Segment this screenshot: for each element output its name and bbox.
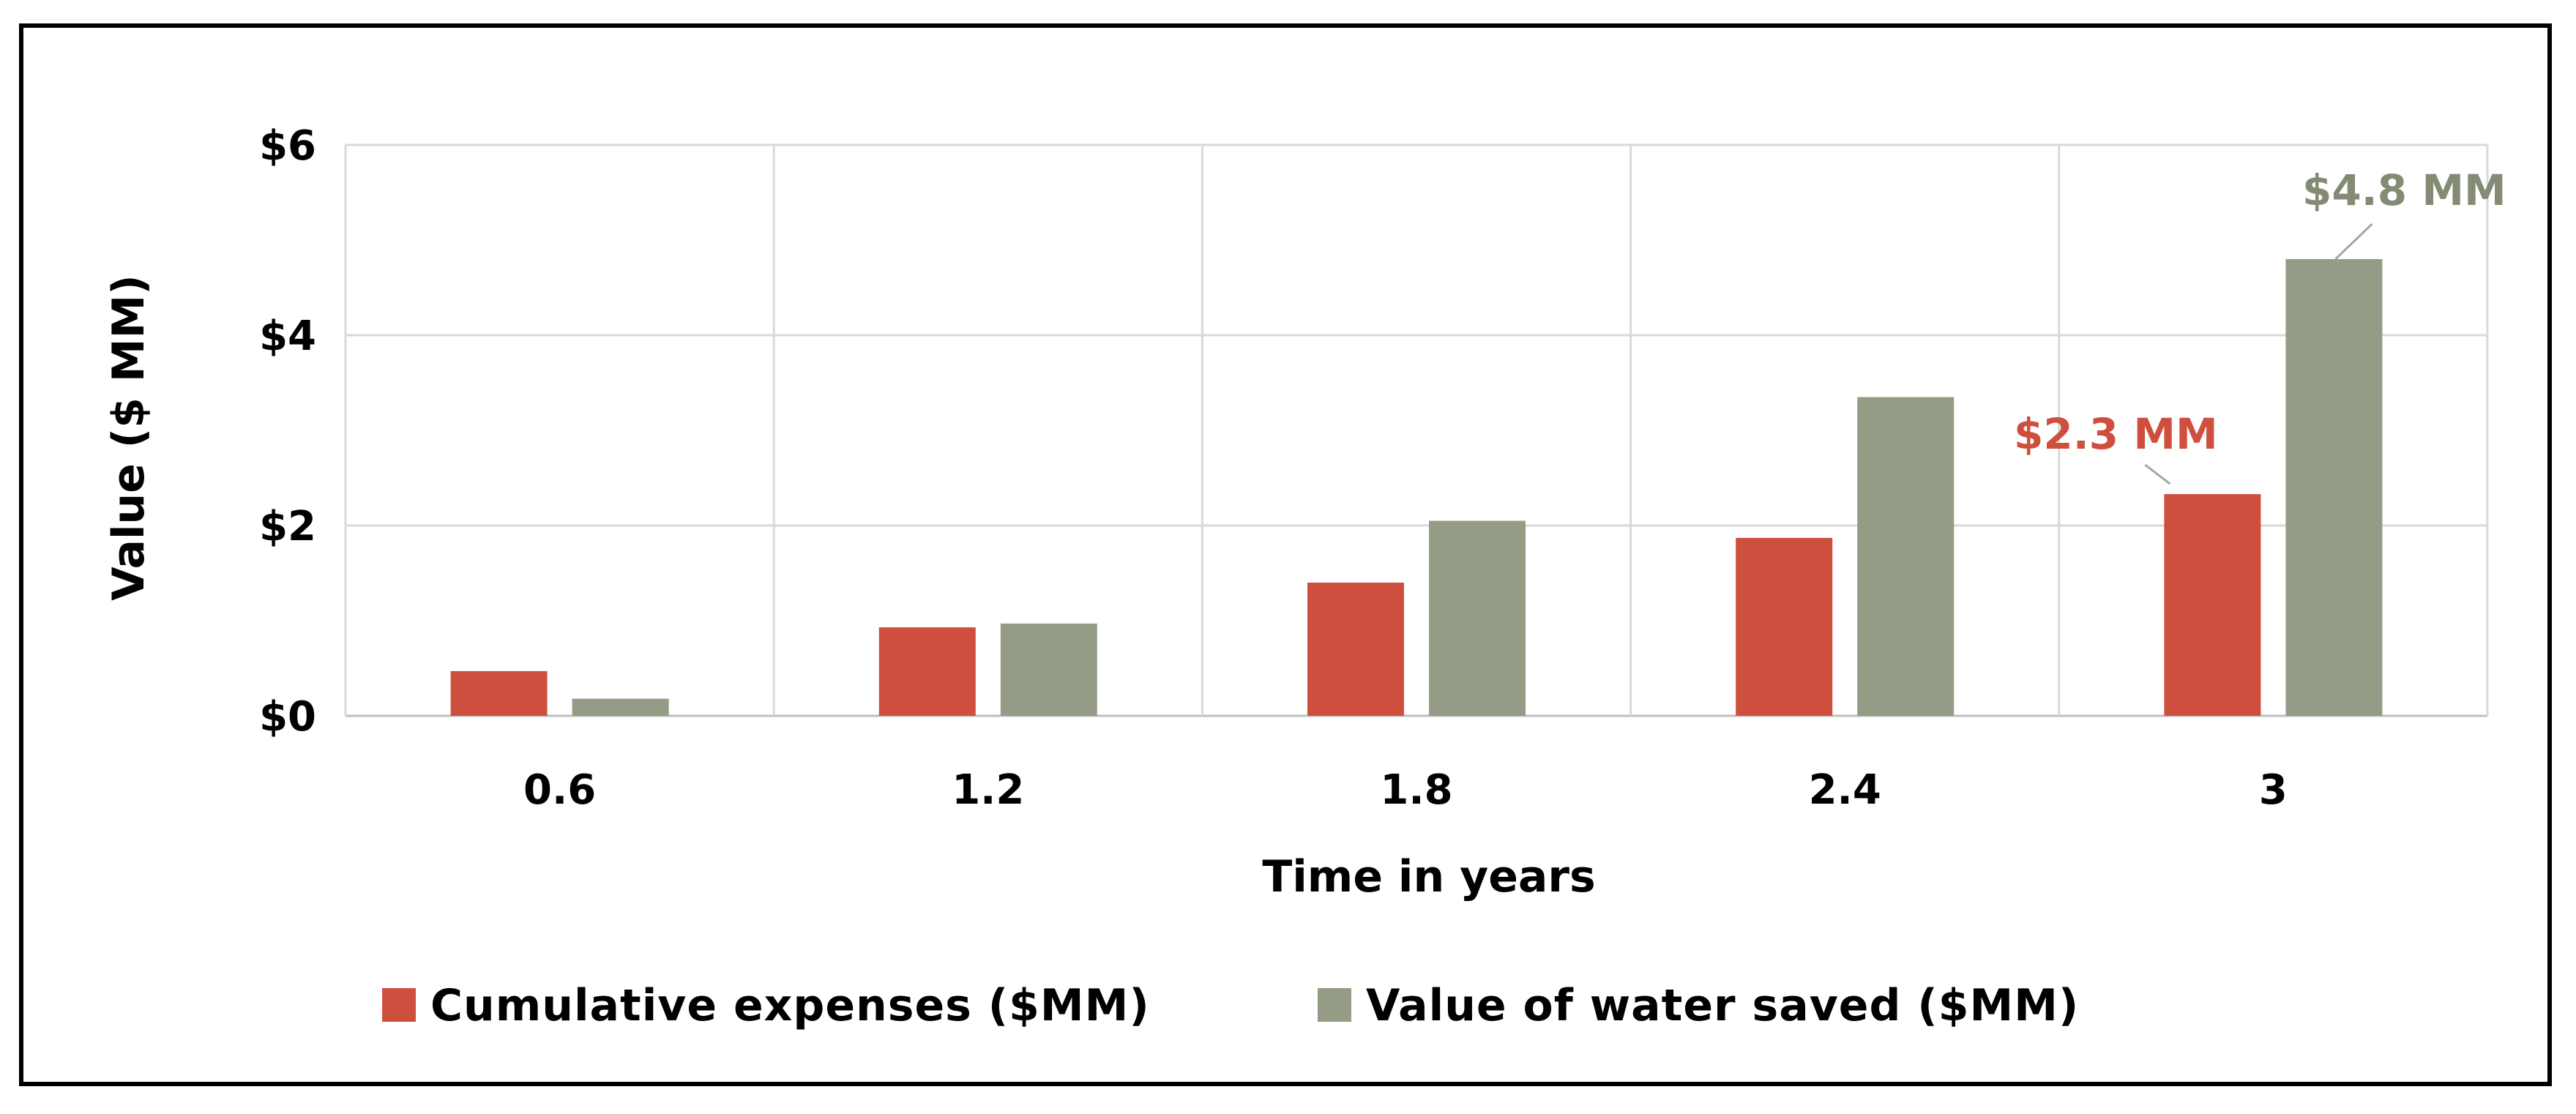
- y-axis-title: Value ($ MM): [103, 274, 154, 600]
- x-tick-label: 0.6: [523, 766, 596, 814]
- bar-value-of-water-saved-0.6: [572, 698, 669, 716]
- annotation-leader-line: [2144, 463, 2171, 485]
- y-tick-label: $6: [259, 122, 316, 170]
- label-layer: $0 $2 $4 $6 0.6 1.2 1.8 2.4 3 $2.3 MM $4.8 MM: [259, 122, 2506, 814]
- chart-svg: $0 $2 $4 $6 0.6 1.2 1.8 2.4 3 $2.3 MM $4.8 MM Time…: [103, 122, 2506, 1031]
- x-axis-title: Time in years: [1262, 851, 1595, 902]
- x-tick-label: 3: [2259, 766, 2288, 814]
- bar-cumulative-expenses-0.6: [450, 670, 548, 716]
- x-tick-label: 1.2: [952, 766, 1024, 814]
- y-tick-label: $4: [259, 313, 316, 360]
- bar-cumulative-expenses-1.8: [1307, 583, 1404, 716]
- bar-cumulative-expenses-2.4: [1736, 537, 1833, 716]
- bar-value-of-water-saved-2.4: [1857, 397, 1955, 716]
- bar-cumulative-expenses-3: [2164, 494, 2261, 716]
- grid-layer: [344, 143, 2489, 717]
- x-tick-label: 2.4: [1809, 766, 1881, 814]
- legend-label-value-of-water-saved: Value of water saved ($MM): [1366, 980, 2079, 1031]
- bar-cumulative-expenses-1.2: [878, 627, 976, 716]
- legend-label-cumulative-expenses: Cumulative expenses ($MM): [430, 980, 1150, 1031]
- y-tick-label: $2: [259, 503, 316, 550]
- bar-value-of-water-saved-1.8: [1429, 520, 1526, 716]
- y-tick-label: $0: [259, 693, 316, 741]
- data-label-annotation: $4.8 MM: [2302, 165, 2506, 215]
- legend-swatch-cumulative-expenses: [382, 988, 416, 1022]
- bar-value-of-water-saved-3: [2285, 259, 2383, 716]
- chart-frame: $0 $2 $4 $6 0.6 1.2 1.8 2.4 3 $2.3 MM $4.8 MM Time…: [19, 23, 2552, 1086]
- bar-layer: [450, 259, 2383, 716]
- x-tick-label: 1.8: [1380, 766, 1452, 814]
- legend: Cumulative expenses ($MM) Value of water…: [382, 980, 2079, 1031]
- data-label-annotation: $2.3 MM: [2014, 409, 2218, 459]
- annotation-leader-line: [2334, 223, 2373, 261]
- bar-value-of-water-saved-1.2: [1000, 623, 1097, 716]
- legend-swatch-value-of-water-saved: [1318, 988, 1351, 1022]
